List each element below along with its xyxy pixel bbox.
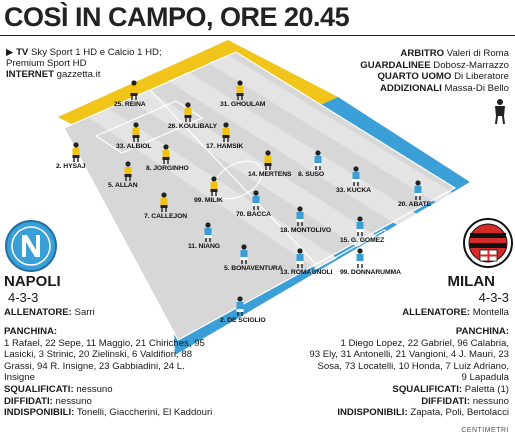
player-figure [72,142,80,162]
milan-player-label: 70. BACCA [236,211,271,218]
milan-bench-label: PANCHINA: [455,326,509,338]
napoli-bench: 1 Rafael, 22 Sepe, 11 Maggio, 21 Chirich… [4,337,205,384]
milan-player-label: 18. MONTOLIVO [280,227,332,234]
milan-player-label: 5. BONAVENTURA [224,265,283,272]
linesmen-label: GUARDALINEE [360,59,431,71]
player-figure [236,296,244,316]
napoli-warned-label: DIFFIDATI: [4,395,53,407]
napoli-player-label: 17. HAMSIK [206,143,244,150]
milan-badge [463,218,513,268]
additional-officials-label: ADDIZIONALI [379,82,442,94]
milan-bench: 1 Diego Lopez, 22 Gabriel, 96 Calabria, … [269,338,509,384]
milan-player-label: 8. SUSO [298,171,325,178]
credit: CENTIMETRI [461,427,509,434]
player-figure [356,216,364,236]
referee-name: Valeri di Roma [446,48,509,59]
player-figure [414,180,422,200]
napoli-suspended: nessuno [76,384,113,396]
milan-unavailable-label: INDISPONIBILI: [337,407,408,419]
title-divider [0,35,515,36]
linesmen-names: Dobosz-Marrazzo [433,59,509,71]
milan-unavailable: Zapata, Poli, Bertolacci [410,407,509,419]
milan-suspended-label: SQUALIFICATI: [392,384,463,396]
napoli-player-label: 8. JORGINHO [146,165,189,172]
internet-site: gazzetta.it [56,69,101,80]
tv-label: TV [16,47,29,58]
broadcast-info: ▶ TV Sky Sport 1 HD e Calcio 1 HD; Premi… [6,47,162,80]
player-figure [296,206,304,226]
player-figure [222,122,230,142]
milan-bench-line: 9 Lapadula [461,372,509,384]
milan-coach: Montella [472,307,509,318]
player-figure [162,144,170,164]
napoli-formation: 4-3-3 [8,290,39,305]
player-figure [264,150,272,170]
napoli-player-label: 14. MERTENS [248,171,292,178]
napoli-suspended-label: SQUALIFICATI: [4,384,74,396]
napoli-player-label: 31. GHOULAM [220,101,266,108]
player-figure [296,248,304,268]
player-figure [356,248,364,268]
milan-warned-label: DIFFIDATI: [421,395,471,407]
napoli-warned: nessuno [55,395,92,407]
additional-officials-names: Massa-Di Bello [444,82,509,94]
player-figure [204,222,212,242]
napoli-bench-label: PANCHINA: [4,326,58,338]
player-figure [184,102,192,122]
napoli-badge [5,220,57,272]
tv-channels-line2: Premium Sport HD [6,58,87,69]
napoli-player-label: 5. ALLAN [108,182,138,189]
milan-bench-line: 93 Ely, 31 Antonelli, 21 Vangioni, 4 J. … [309,349,509,361]
napoli-coach: Sarri [74,307,95,318]
napoli-unavailable-label: INDISPONIBILI: [4,407,75,419]
page-title: COSÌ IN CAMPO, ORE 20.45 [4,2,350,32]
tv-channels: Sky Sport 1 HD e Calcio 1 HD; [31,47,162,58]
fourth-official-label: QUARTO UOMO [377,71,452,82]
napoli-team-name: Napoli [4,273,61,290]
milan-player-label: 20. ABATE [398,201,432,208]
player-figure [132,122,140,142]
fourth-official-name: Di Liberatore [454,71,509,82]
milan-formation: 4-3-3 [478,290,509,305]
referee-icon [495,99,505,125]
referee-label: ARBITRO [400,48,445,59]
player-figure [314,150,322,170]
play-icon: ▶ [6,47,14,58]
player-figure [252,190,260,210]
player-figure [124,161,132,181]
milan-coach-label: ALLENATORE: [402,307,471,318]
napoli-player-label: 7. CALLEJON [144,213,188,220]
napoli-info: Napoli 4-3-3 ALLENATORE: Sarri PANCHINA:… [4,273,224,419]
napoli-player-label: 99. MILIK [194,197,223,204]
milan-suspended: Paletta (1) [464,384,509,396]
pitch-lines [63,51,457,341]
napoli-player-label: 2. HYSAJ [56,163,86,170]
napoli-coach-label: ALLENATORE: [4,307,72,318]
player-figure [160,192,168,212]
milan-bench-line: 1 Diego Lopez, 22 Gabriel, 96 Calabria, [340,337,509,349]
milan-player-label: 33. KUCKA [336,187,371,194]
player-figure [352,166,360,186]
milan-player-label: 99. DONNARUMMA [340,269,401,276]
napoli-player-label: 25. REINA [114,101,146,108]
player-figure [236,80,244,100]
players-layer [72,80,422,316]
milan-player-label: 13. ROMAGNOLI [280,269,333,276]
milan-team-name: Milan [447,273,496,290]
napoli-unavailable: Tonelli, Giaccherini, El Kaddouri [76,407,213,419]
player-figure [130,80,138,100]
officials-info: ARBITRO Valeri di Roma GUARDALINEE Dobos… [360,48,509,94]
napoli-player-label: 26. KOULIBALY [168,123,218,130]
internet-label: INTERNET [6,69,54,80]
milan-player-label: 15. G. GOMEZ [340,237,385,244]
milan-info: Milan 4-3-3 ALLENATORE: Montella PANCHIN… [269,273,509,419]
milan-bench-line: Sosa, 73 Locatelli, 10 Honda, 7 Luiz Adr… [317,360,509,372]
milan-player-label: 11. NIANG [188,243,220,250]
milan-player-label: 2. DE SCIGLIO [220,317,266,324]
milan-warned: nessuno [472,395,509,407]
napoli-player-label: 33. ALBIOL [116,143,152,150]
player-figure [210,176,218,196]
player-figure [240,244,248,264]
